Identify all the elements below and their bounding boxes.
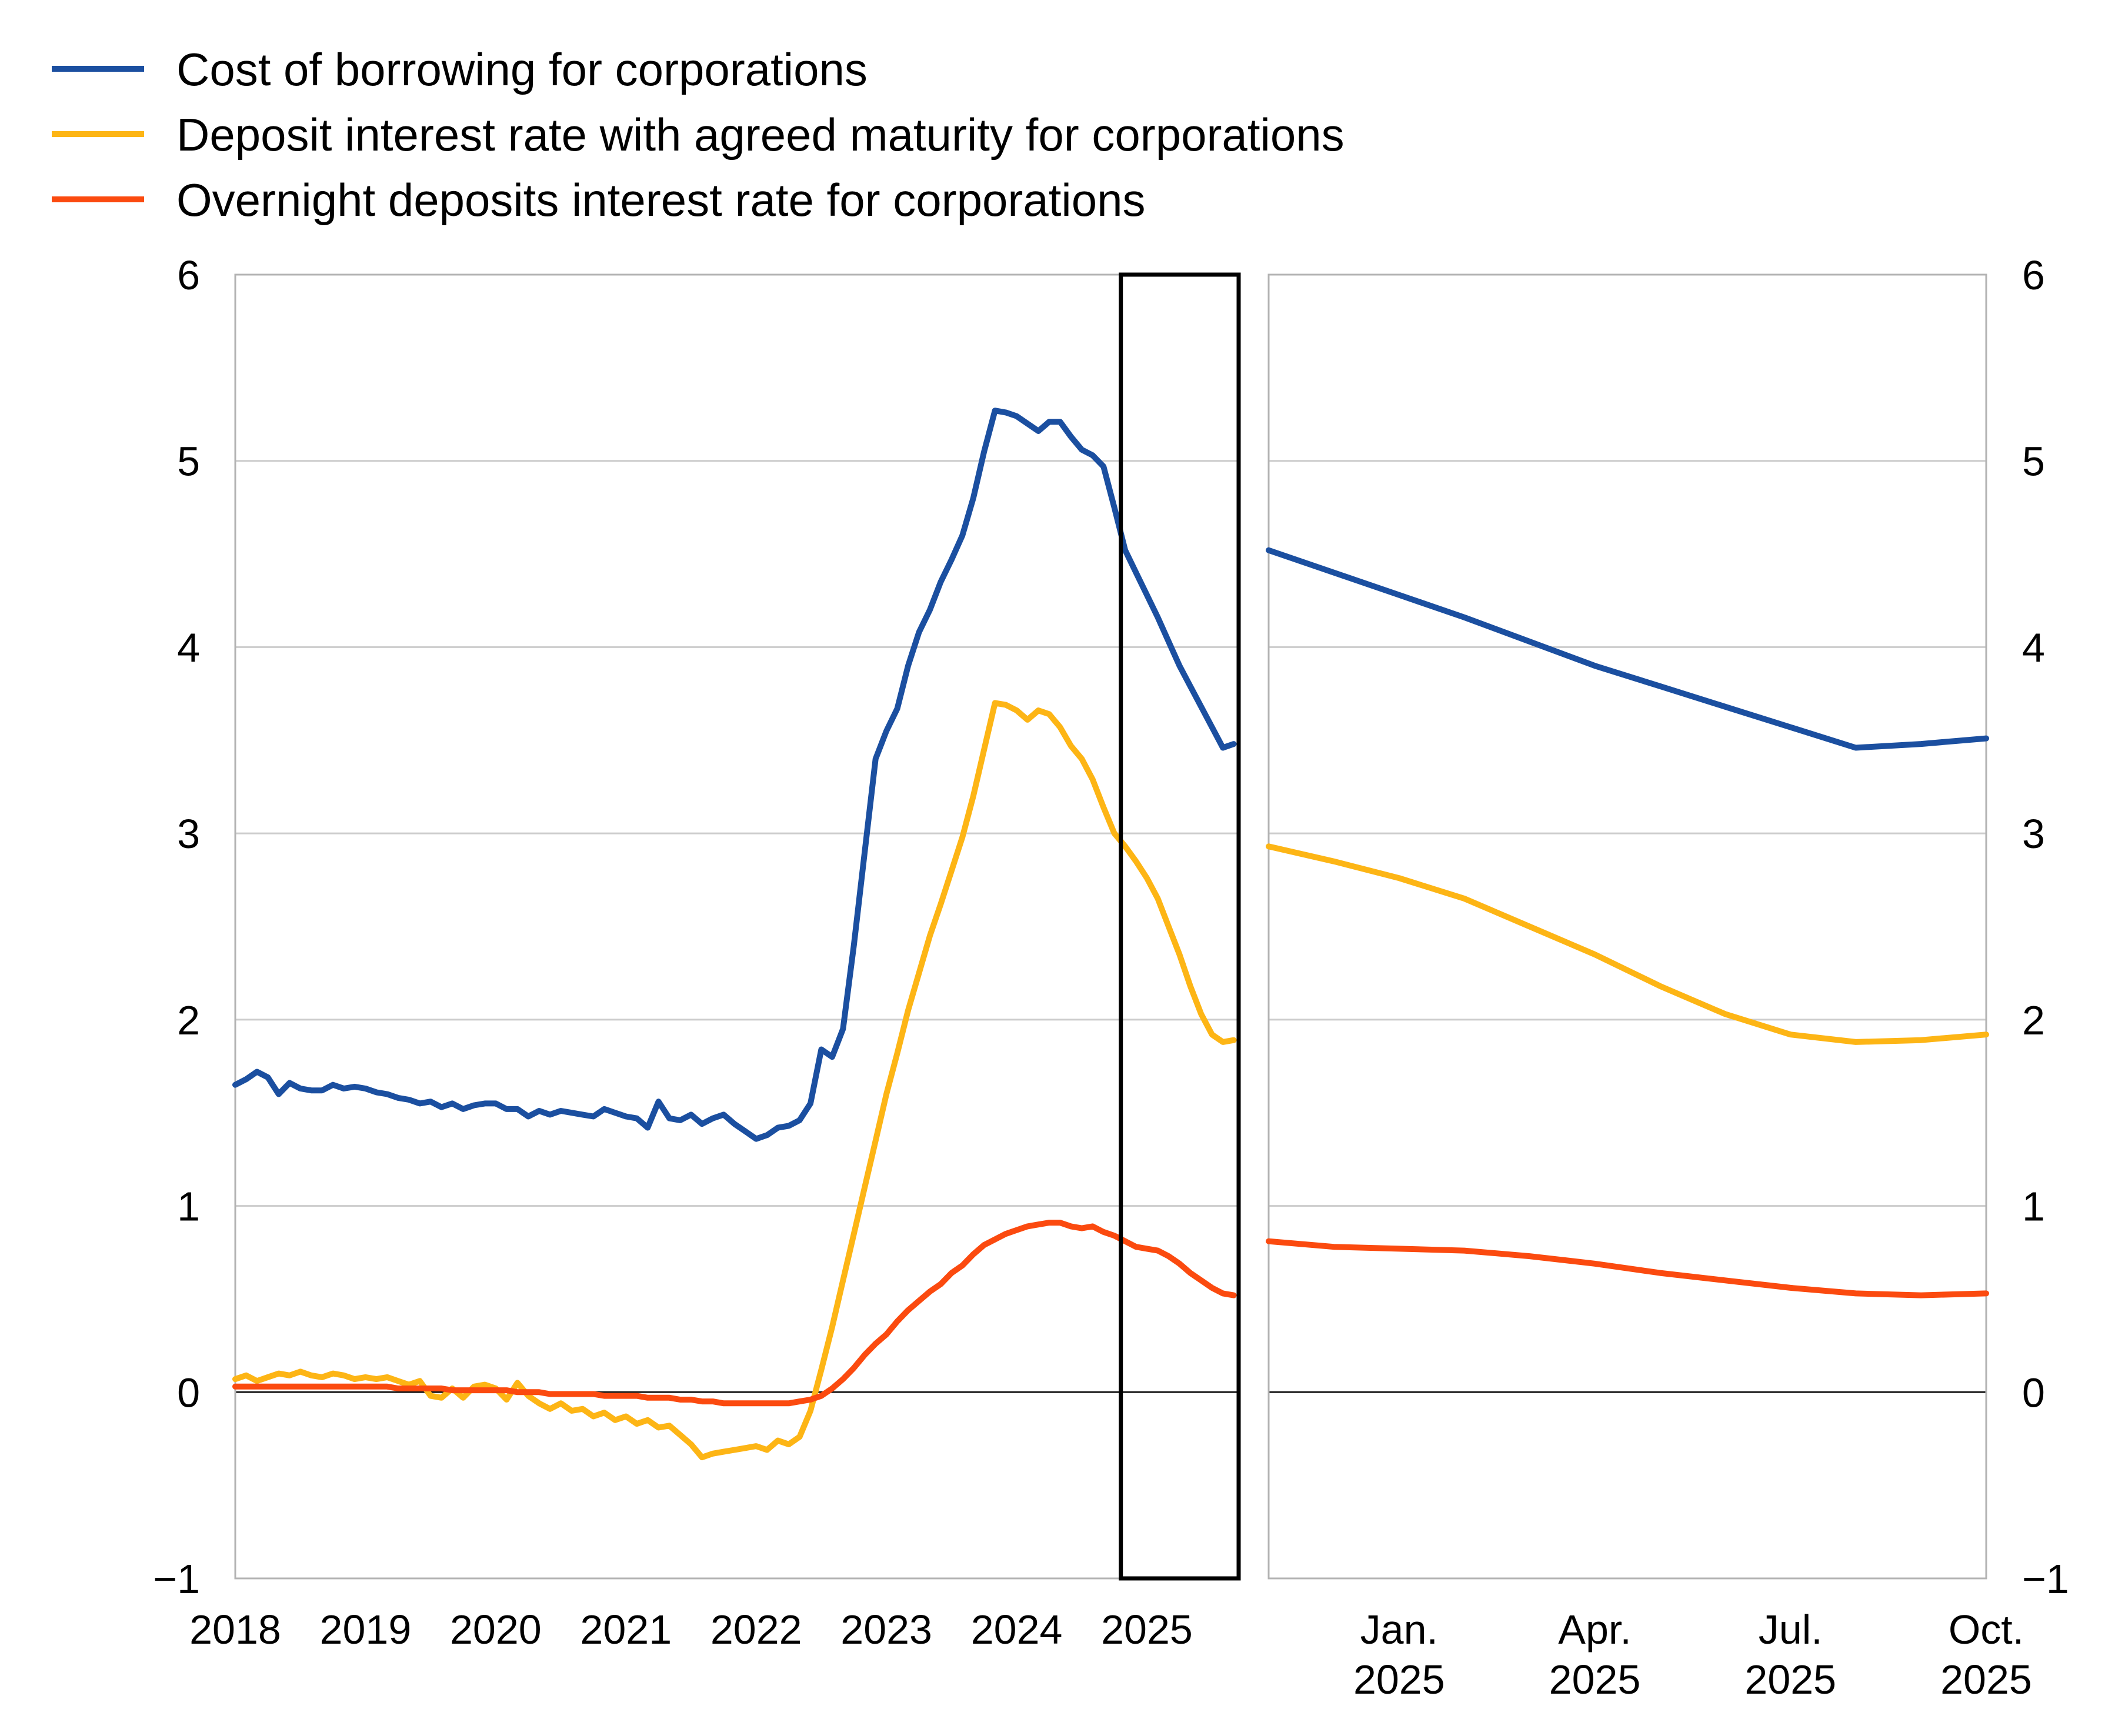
x-tick-label-main-2021: 2021 [580, 1607, 672, 1652]
y-tick-label-left-4: 4 [177, 625, 200, 670]
x-tick-label-main-2024: 2024 [971, 1607, 1063, 1652]
series-line-zoom-2 [1266, 1238, 1989, 1298]
panel-border-main [234, 273, 1240, 1580]
highlight-box [1119, 272, 1241, 1581]
series-line-zoom-0 [1266, 547, 1989, 751]
y-tick-label-right-4: 4 [2022, 625, 2045, 670]
series-line-main-1 [232, 700, 1237, 1461]
y-tick-label-left-5: 5 [177, 439, 200, 485]
x-tick-label-main-2020: 2020 [450, 1607, 542, 1652]
y-tick-label-right-2: 2 [2022, 997, 2045, 1043]
y-tick-label-right-5: 5 [2022, 439, 2045, 485]
series-line-main-0 [232, 408, 1237, 1142]
y-tick-label-left-0: 0 [177, 1370, 200, 1415]
legend-label-cost-of-borrowing: Cost of borrowing for corporations [176, 44, 868, 95]
x-tick-label-zoom-Jul.-line2: 2025 [1744, 1657, 1836, 1702]
y-tick-label-right-1: 1 [2022, 1184, 2045, 1230]
x-tick-label-main-2022: 2022 [710, 1607, 802, 1652]
x-tick-label-zoom-Oct.-line1: Oct. [1949, 1607, 2024, 1652]
x-tick-label-zoom-Apr.-line1: Apr. [1558, 1607, 1632, 1652]
x-tick-label-zoom-Jul.-line1: Jul. [1759, 1607, 1823, 1652]
x-tick-label-main-2025: 2025 [1101, 1607, 1193, 1652]
y-tick-label-left--1: −1 [153, 1556, 200, 1602]
x-tick-label-zoom-Apr.-line2: 2025 [1549, 1657, 1641, 1702]
legend-label-deposit-agreed-maturity: Deposit interest rate with agreed maturi… [176, 109, 1345, 161]
y-tick-label-right-3: 3 [2022, 811, 2045, 857]
y-tick-label-right-6: 6 [2022, 252, 2045, 298]
series-line-zoom-1 [1266, 843, 1989, 1045]
x-tick-label-zoom-Jan.-line1: Jan. [1360, 1607, 1438, 1652]
x-tick-label-zoom-Jan.-line2: 2025 [1353, 1657, 1445, 1702]
panel-border-zoom [1267, 273, 1987, 1580]
x-tick-label-main-2023: 2023 [840, 1607, 932, 1652]
series-line-main-2 [232, 1220, 1237, 1407]
x-tick-label-main-2018: 2018 [189, 1607, 281, 1652]
y-tick-label-left-1: 1 [177, 1184, 200, 1230]
y-tick-label-left-2: 2 [177, 997, 200, 1043]
x-tick-label-main-2019: 2019 [320, 1607, 412, 1652]
y-tick-label-right-0: 0 [2022, 1370, 2045, 1415]
legend: Cost of borrowing for corporations Depos… [52, 44, 1345, 226]
y-tick-label-right--1: −1 [2022, 1556, 2069, 1602]
y-tick-label-left-6: 6 [177, 252, 200, 298]
legend-label-overnight-deposits: Overnight deposits interest rate for cor… [176, 174, 1145, 226]
y-tick-label-left-3: 3 [177, 811, 200, 857]
panels: 2018 2019 2020 2021 2022 2023 2024 2025 Jan.2025… [153, 252, 2069, 1702]
x-tick-label-zoom-Oct.-line2: 2025 [1940, 1657, 2032, 1702]
